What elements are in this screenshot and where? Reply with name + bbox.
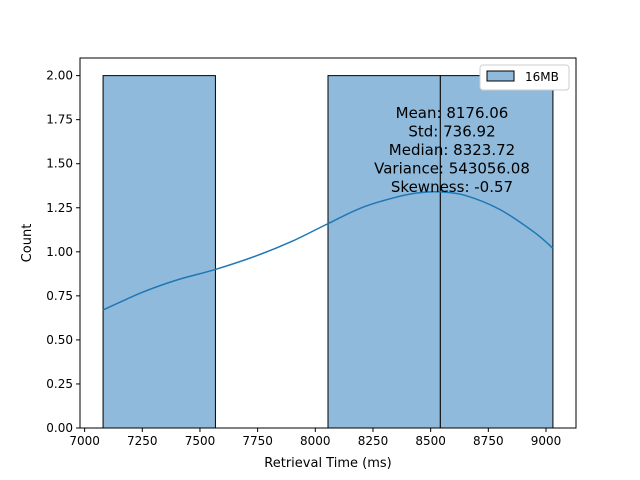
kde-curve-group	[102, 190, 554, 311]
histogram-bar-2	[327, 75, 441, 429]
x-tick-label: 7750	[242, 434, 273, 448]
stat-line-4: Skewness: -0.57	[391, 178, 513, 196]
x-tick-label: 8500	[415, 434, 446, 448]
plot-frame	[79, 57, 577, 429]
y-tick-label: 1.00	[46, 245, 73, 259]
y-axis-label: Count	[20, 224, 35, 263]
legend-swatch	[486, 70, 515, 82]
kde-line	[102, 190, 554, 311]
y-tick-label: 0.25	[46, 377, 73, 391]
x-tick-label: 8000	[300, 434, 331, 448]
y-tick-label: 1.50	[46, 157, 73, 171]
y-tick-label: 1.75	[46, 113, 73, 127]
x-axis-label: Retrieval Time (ms)	[264, 456, 391, 471]
y-tick-label: 1.25	[46, 201, 73, 215]
y-tick-label: 0.00	[46, 421, 73, 435]
stat-line-2: Median: 8323.72	[389, 141, 515, 159]
x-tick-label: 9000	[531, 434, 562, 448]
y-axis: 0.00 0.25 0.50 0.75 1.00 1.25 1.50 1.75 2.00	[46, 69, 80, 435]
stat-line-1: Std: 736.92	[408, 123, 495, 141]
y-tick-label: 0.75	[46, 289, 73, 303]
legend: 16MB	[479, 64, 570, 91]
stat-line-3: Variance: 543056.08	[374, 160, 530, 178]
stat-line-0: Mean: 8176.06	[396, 104, 509, 122]
x-tick-label: 8750	[473, 434, 504, 448]
x-tick-label: 7500	[185, 434, 216, 448]
y-tick-label: 2.00	[46, 69, 73, 83]
y-tick-label: 0.50	[46, 333, 73, 347]
x-tick-label: 7000	[69, 434, 100, 448]
x-tick-label: 7250	[127, 434, 158, 448]
x-axis: 7000 7250 7500 7750 8000 8250 8500 8750 9000	[69, 428, 561, 448]
x-tick-label: 8250	[358, 434, 389, 448]
histogram-bar-0	[102, 75, 216, 429]
legend-label: 16MB	[525, 70, 559, 84]
